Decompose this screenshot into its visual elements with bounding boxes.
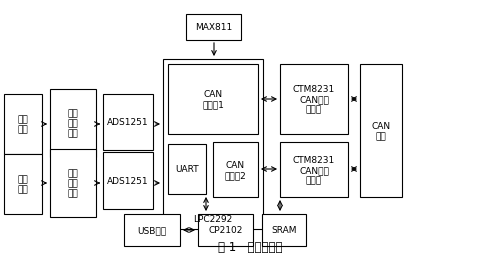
Bar <box>213 142 258 197</box>
Text: ADS1251: ADS1251 <box>107 118 149 127</box>
Bar <box>50 149 96 217</box>
Bar <box>360 65 402 197</box>
Bar <box>262 214 306 246</box>
Bar <box>50 90 96 157</box>
Text: CAN隔离: CAN隔离 <box>299 165 329 174</box>
Text: 电路: 电路 <box>68 189 78 198</box>
Bar <box>168 145 206 194</box>
Text: MAX811: MAX811 <box>195 23 232 32</box>
Text: 图 1   系统原理图: 图 1 系统原理图 <box>218 241 282 253</box>
Text: ADS1251: ADS1251 <box>107 176 149 185</box>
Bar <box>124 214 180 246</box>
Text: SRAM: SRAM <box>271 226 297 235</box>
Bar <box>168 65 258 134</box>
Bar <box>103 152 153 209</box>
Text: 控制器1: 控制器1 <box>202 100 224 109</box>
Text: 信号: 信号 <box>18 185 28 194</box>
Text: 收发器: 收发器 <box>306 105 322 114</box>
Bar <box>280 65 348 134</box>
Text: 模拟: 模拟 <box>18 175 28 184</box>
Text: 调理: 调理 <box>68 119 78 128</box>
Text: UART: UART <box>175 165 199 174</box>
Text: 调理: 调理 <box>68 179 78 188</box>
Text: 总线: 总线 <box>376 132 386 140</box>
Text: CAN隔离: CAN隔离 <box>299 95 329 104</box>
Text: 信号: 信号 <box>68 169 78 178</box>
Text: 收发器: 收发器 <box>306 175 322 184</box>
Text: 电路: 电路 <box>68 129 78 138</box>
Text: 信号: 信号 <box>68 109 78 118</box>
Bar <box>280 142 348 197</box>
Text: CAN: CAN <box>226 160 245 169</box>
Bar <box>4 154 42 214</box>
Text: 控制器2: 控制器2 <box>224 170 246 179</box>
Text: CAN: CAN <box>372 121 390 131</box>
Text: CTM8231: CTM8231 <box>293 85 335 94</box>
Text: 模拟: 模拟 <box>18 115 28 124</box>
Text: 信号: 信号 <box>18 125 28 134</box>
Bar <box>198 214 253 246</box>
Bar <box>186 15 241 41</box>
Text: CAN: CAN <box>204 90 223 99</box>
Bar <box>163 60 263 229</box>
Text: CTM8231: CTM8231 <box>293 155 335 164</box>
Bar <box>4 95 42 154</box>
Text: USB接口: USB接口 <box>138 226 166 235</box>
Text: LPC2292: LPC2292 <box>194 215 232 224</box>
Bar <box>103 95 153 150</box>
Text: CP2102: CP2102 <box>208 226 242 235</box>
